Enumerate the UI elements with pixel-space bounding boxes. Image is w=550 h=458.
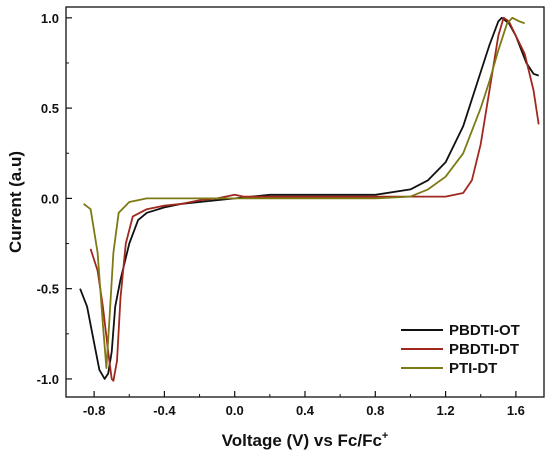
series-line-3	[83, 16, 526, 369]
x-tick-label: 1.6	[507, 403, 525, 418]
x-axis-title-main: Voltage (V) vs Fc/Fc	[222, 431, 382, 450]
y-tick-label: 1.0	[41, 11, 59, 26]
x-tick-label: 1.2	[437, 403, 455, 418]
y-tick-label: 0.0	[41, 191, 59, 206]
x-tick-label: 0.0	[226, 403, 244, 418]
legend-label: PBDTI-OT	[449, 322, 520, 339]
legend: PBDTI-OT PBDTI-DT PTI-DT	[401, 322, 520, 377]
x-tick-label: -0.8	[83, 403, 105, 418]
y-tick-label: -1.0	[37, 372, 59, 387]
legend-label: PTI-DT	[449, 360, 497, 377]
legend-label: PBDTI-DT	[449, 341, 519, 358]
y-tick-label: 0.5	[41, 101, 59, 116]
x-tick-label: -0.4	[153, 403, 176, 418]
series-line-2	[89, 16, 540, 382]
y-axis-title: Current (a.u)	[6, 151, 25, 253]
x-tick-label: 0.4	[296, 403, 315, 418]
x-axis-title-superscript: +	[382, 430, 388, 442]
x-axis-title: Voltage (V) vs Fc/Fc+	[222, 430, 389, 450]
tick-layer: -0.8 -0.4 0.0 0.4 0.8 1.2 1.6 -1.0 -0.5 0.0 0.5 1.0	[37, 11, 525, 418]
y-tick-label: -0.5	[37, 282, 59, 297]
series-layer	[79, 16, 540, 382]
x-tick-label: 0.8	[366, 403, 384, 418]
